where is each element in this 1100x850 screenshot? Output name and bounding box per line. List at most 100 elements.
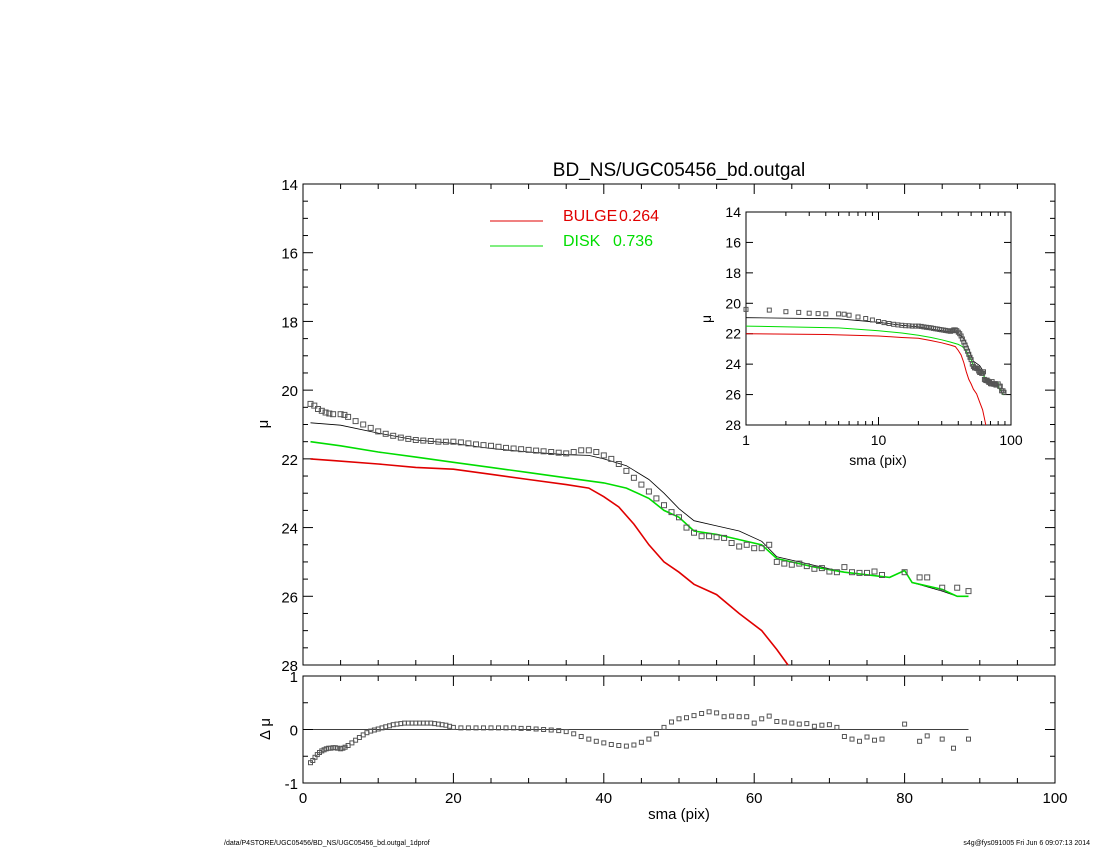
inset-x-tick-label: 1: [742, 432, 750, 448]
residual-point: [601, 740, 607, 746]
data-point: [397, 434, 404, 441]
residual-point: [804, 721, 810, 727]
data-point: [901, 569, 908, 576]
main-plot: 14 16 18 20 22 24 26 28 μ BULGE 0.264 DISK 0.73…: [255, 177, 1056, 675]
inset-data-point: [881, 320, 887, 326]
inset-data-point: [962, 342, 968, 348]
inset-data-point: [915, 323, 921, 329]
data-point: [518, 446, 525, 453]
inset-data-point: [918, 323, 924, 329]
inset-y-tick-label: 22: [725, 326, 741, 342]
residual-point: [872, 737, 877, 743]
inset-data-point: [876, 319, 881, 324]
data-point: [318, 407, 325, 414]
inset-y-tick-label: 24: [725, 356, 741, 372]
data-point: [367, 424, 374, 431]
data-point: [360, 421, 367, 428]
data-point: [965, 588, 972, 595]
data-point: [593, 449, 600, 455]
data-point: [311, 402, 318, 409]
data-point: [307, 400, 314, 407]
data-point: [668, 509, 675, 516]
residual-point: [841, 734, 847, 739]
residual-point: [518, 725, 524, 731]
main-y-tick-label: 14: [281, 177, 298, 194]
residual-point: [789, 720, 795, 726]
residual-point: [349, 740, 355, 746]
data-point: [811, 565, 818, 572]
inset-data-point: [906, 323, 912, 329]
data-point: [676, 514, 682, 521]
residual-point: [488, 725, 494, 731]
main-y-tick-label: 18: [281, 314, 298, 331]
residual-x-tick-label: 40: [595, 790, 612, 807]
residual-point: [481, 725, 486, 731]
chart-title: BD_NS/UGC05456_bd.outgal: [553, 160, 805, 181]
residual-point: [781, 719, 787, 725]
main-y-tick-label: 28: [281, 658, 298, 675]
data-point: [803, 563, 810, 570]
residual-point: [646, 736, 652, 742]
legend-bulge-label: BULGE: [563, 208, 617, 225]
inset-data-point: [981, 369, 986, 375]
inset-data-point: [841, 311, 847, 317]
inset-y-tick-label: 18: [725, 265, 741, 281]
footer-file-path: /data/P4STORE/UGC05456/BD_NS/UGC05456_bd…: [224, 840, 430, 847]
residual-point: [721, 714, 727, 720]
residual-point: [857, 738, 862, 744]
residual-point: [541, 727, 547, 732]
data-point: [743, 541, 750, 548]
data-point: [420, 437, 427, 444]
data-point: [758, 545, 765, 552]
residual-point: [631, 742, 637, 748]
data-point: [751, 545, 758, 552]
inset-series: [743, 306, 1007, 426]
data-point: [503, 444, 509, 451]
residual-point: [623, 743, 629, 749]
data-point: [585, 447, 592, 454]
residual-point: [939, 736, 945, 742]
data-point: [405, 435, 412, 442]
residual-point: [766, 713, 772, 719]
data-point: [488, 442, 494, 449]
residual-point: [353, 737, 359, 743]
data-point: [442, 438, 449, 445]
data-point: [337, 411, 344, 418]
data-point: [721, 534, 728, 541]
data-point: [533, 447, 540, 454]
residual-x-tick-label: 80: [896, 790, 913, 807]
residual-y-tick-label: -1: [285, 776, 298, 793]
data-point: [856, 569, 863, 576]
residual-x-axis-label: sma (pix): [648, 806, 710, 823]
data-point: [653, 495, 660, 502]
data-point: [683, 524, 690, 531]
data-point: [849, 569, 855, 576]
inset-x-axis-label: sma (pix): [849, 452, 907, 468]
residual-point: [684, 715, 689, 721]
residual-point: [586, 736, 592, 742]
main-y-tick-label: 26: [281, 589, 298, 606]
data-point: [450, 438, 457, 445]
residual-point: [691, 713, 697, 719]
residual-point: [736, 714, 742, 720]
inset-data-point: [1001, 389, 1007, 395]
inset-data-point: [869, 317, 875, 323]
residual-point: [811, 723, 817, 729]
residual-point: [744, 714, 750, 720]
data-point: [427, 438, 434, 444]
residual-x-tick-label: 0: [299, 790, 307, 807]
data-point: [871, 568, 878, 575]
residual-point: [699, 711, 705, 716]
residual-point: [526, 725, 532, 731]
main-series: [307, 400, 972, 666]
data-point: [623, 467, 630, 474]
inset-data-point: [909, 323, 915, 329]
data-point: [916, 574, 923, 581]
residual-x-tick-label: 20: [445, 790, 462, 807]
data-point: [548, 449, 555, 455]
data-point: [578, 447, 585, 454]
residual-point: [924, 733, 930, 739]
data-point: [330, 411, 337, 418]
legend-disk-value: 0.736: [613, 233, 653, 250]
